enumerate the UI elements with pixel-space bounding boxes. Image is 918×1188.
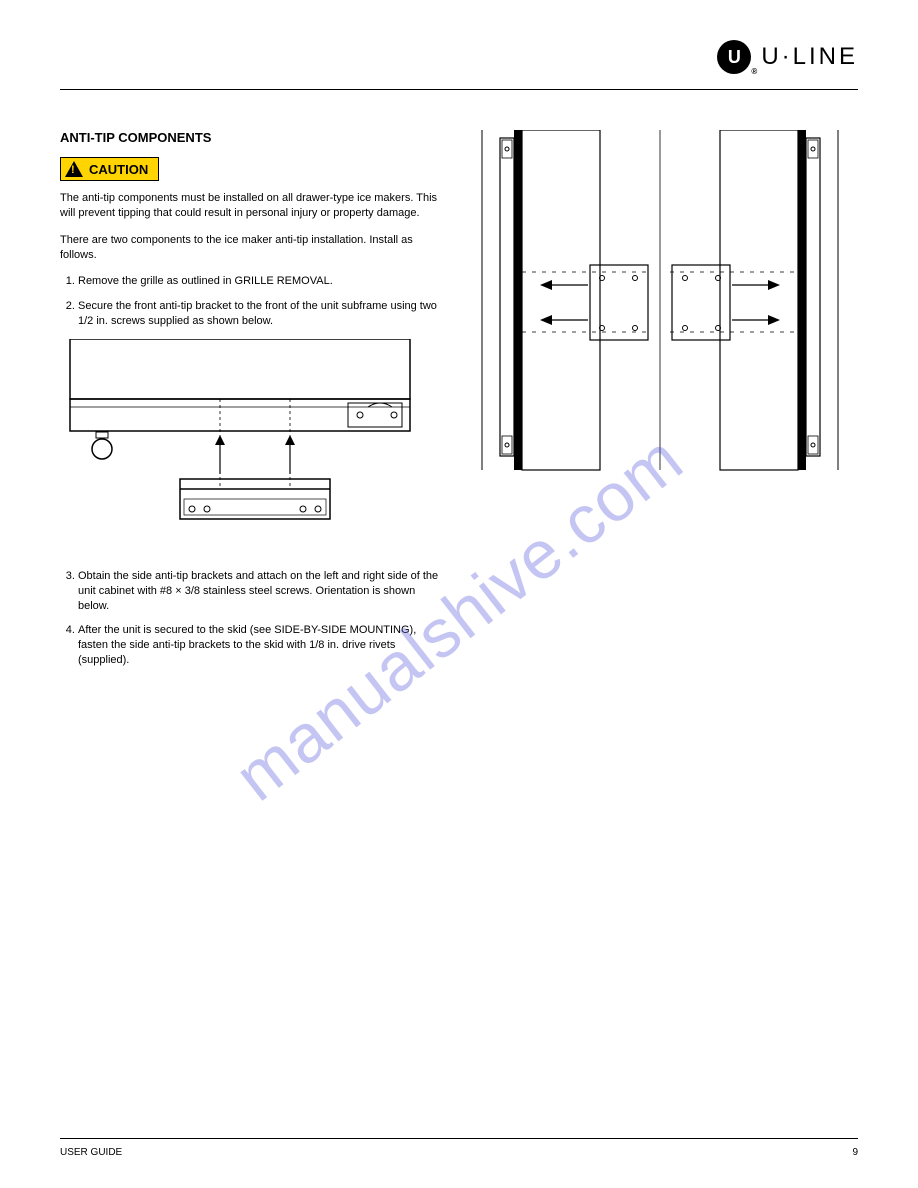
caution-badge: CAUTION [60, 157, 159, 181]
figure-side-brackets [470, 130, 850, 490]
page-header: U ® U·LINE [60, 40, 858, 90]
content-columns: ANTI-TIP COMPONENTS CAUTION The anti-tip… [60, 130, 858, 678]
instruction-list-cont: Obtain the side anti-tip brackets and at… [60, 569, 440, 668]
logo-wordmark: U·LINE [761, 43, 858, 71]
figure-front-bracket [60, 339, 420, 549]
caution-text: The anti-tip components must be installe… [60, 191, 440, 221]
warning-icon [65, 161, 83, 177]
instruction-step: Remove the grille as outlined in GRILLE … [78, 274, 440, 289]
left-column: ANTI-TIP COMPONENTS CAUTION The anti-tip… [60, 130, 440, 678]
registered-mark: ® [751, 67, 757, 76]
page-footer: USER GUIDE 9 [60, 1138, 858, 1158]
caution-label: CAUTION [89, 162, 148, 177]
instruction-step: Secure the front anti-tip bracket to the… [78, 299, 440, 329]
section-title: ANTI-TIP COMPONENTS [60, 130, 440, 145]
instruction-list: Remove the grille as outlined in GRILLE … [60, 274, 440, 329]
right-column [470, 130, 858, 678]
instructions-intro: There are two components to the ice make… [60, 233, 440, 263]
brand-logo: U ® U·LINE [717, 40, 858, 74]
logo-mark: U ® [717, 40, 751, 74]
instruction-step: After the unit is secured to the skid (s… [78, 623, 440, 668]
footer-left: USER GUIDE [60, 1147, 122, 1158]
logo-letter: U [728, 47, 741, 68]
instruction-step: Obtain the side anti-tip brackets and at… [78, 569, 440, 614]
footer-page-number: 9 [852, 1147, 858, 1158]
